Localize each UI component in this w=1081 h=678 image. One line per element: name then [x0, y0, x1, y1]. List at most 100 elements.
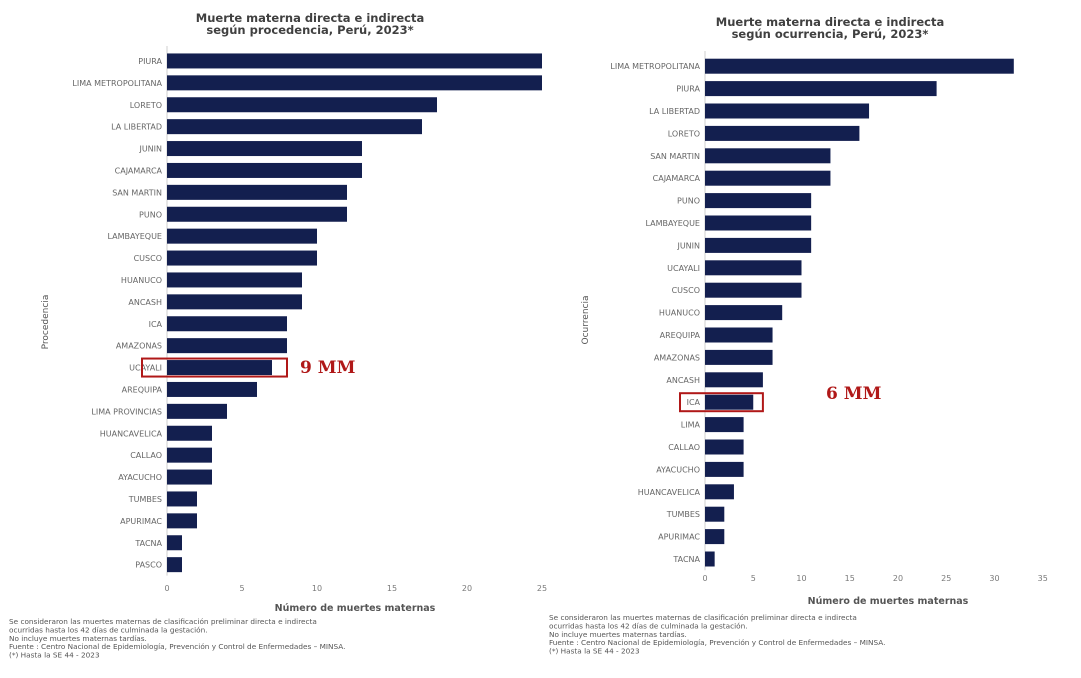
bar-ica: [167, 316, 287, 332]
category-label: ICA: [687, 398, 701, 407]
category-label: CAJAMARCA: [653, 174, 701, 183]
category-label: HUANCAVELICA: [638, 488, 701, 497]
bar-la-libertad: [167, 119, 422, 135]
category-label: PIURA: [676, 85, 700, 94]
x-tick-label: 5: [239, 584, 244, 593]
bar-huanuco: [705, 305, 783, 321]
footnote-line: Se consideraron las muertes maternas de …: [9, 617, 317, 626]
chart-1: Muerte materna directa e indirectasegún …: [9, 11, 547, 660]
bar-pasco: [167, 557, 182, 573]
bar-loreto: [167, 97, 437, 113]
bar-huancavelica: [167, 425, 212, 441]
category-label: CUSCO: [134, 254, 162, 263]
category-label: CALLAO: [668, 443, 700, 452]
footnote-line: Se consideraron las muertes maternas de …: [549, 613, 857, 622]
bar-ucayali: [167, 360, 272, 376]
bar-lambayeque: [705, 215, 812, 231]
bar-puno: [705, 193, 812, 209]
category-label: LAMBAYEQUE: [107, 232, 162, 241]
chart-title-line: según procedencia, Perú, 2023*: [206, 23, 413, 37]
category-label: LA LIBERTAD: [111, 123, 162, 132]
category-label: PIURA: [138, 57, 162, 66]
bar-arequipa: [705, 327, 773, 343]
y-axis-label: Ocurrencia: [581, 296, 591, 345]
chart-2: Muerte materna directa e indirectasegún …: [549, 15, 1048, 656]
bar-cajamarca: [167, 162, 362, 178]
category-label: PUNO: [139, 210, 162, 219]
footnote-line: (*) Hasta la SE 44 - 2023: [549, 647, 640, 656]
x-axis-label: Número de muertes maternas: [275, 603, 436, 614]
category-label: JUNIN: [138, 145, 162, 154]
chart-title-line: Muerte materna directa e indirecta: [196, 11, 424, 25]
x-tick-label: 30: [989, 574, 999, 583]
category-label: TACNA: [134, 539, 162, 548]
bar-tacna: [705, 551, 715, 567]
x-tick-label: 10: [312, 584, 322, 593]
category-label: CAJAMARCA: [115, 166, 163, 175]
category-label: LA LIBERTAD: [649, 107, 700, 116]
category-label: ANCASH: [666, 376, 700, 385]
category-label: JUNIN: [676, 241, 700, 250]
x-tick-label: 25: [941, 574, 951, 583]
footnote-line: Fuente : Centro Nacional de Epidemiologí…: [549, 638, 885, 647]
bar-san-martin: [705, 148, 831, 164]
bar-tacna: [167, 535, 182, 551]
bar-san-martin: [167, 184, 347, 200]
category-label: TUMBES: [666, 510, 700, 519]
footnote-line: (*) Hasta la SE 44 - 2023: [9, 651, 100, 660]
bar-ayacucho: [167, 469, 212, 485]
bar-amazonas: [167, 338, 287, 354]
bar-apurimac: [167, 513, 197, 529]
bar-ancash: [167, 294, 302, 310]
x-tick-label: 10: [796, 574, 806, 583]
x-tick-label: 15: [845, 574, 855, 583]
category-label: SAN MARTIN: [112, 188, 162, 197]
bar-cusco: [705, 282, 802, 298]
category-label: AMAZONAS: [654, 353, 700, 362]
category-label: TACNA: [672, 555, 700, 564]
category-label: LIMA METROPOLITANA: [72, 79, 162, 88]
x-tick-label: 35: [1038, 574, 1048, 583]
category-label: HUANUCO: [659, 309, 700, 318]
footnote-line: No incluye muertes maternas tardías.: [549, 630, 687, 639]
bar-puno: [167, 206, 347, 222]
x-tick-label: 20: [462, 584, 472, 593]
bar-tumbes: [167, 491, 197, 507]
category-label: AMAZONAS: [116, 342, 162, 351]
category-label: ANCASH: [128, 298, 162, 307]
bar-huancavelica: [705, 484, 734, 500]
category-label: LIMA PROVINCIAS: [91, 407, 162, 416]
bar-cajamarca: [705, 170, 831, 186]
category-label: AREQUIPA: [660, 331, 701, 340]
category-label: APURIMAC: [658, 533, 700, 542]
annotation-label: 9 MM: [300, 358, 356, 378]
category-label: HUANUCO: [121, 276, 162, 285]
x-tick-label: 25: [537, 584, 547, 593]
footnote-line: No incluye muertes maternas tardías.: [9, 634, 147, 643]
bar-tumbes: [705, 506, 725, 522]
category-label: CALLAO: [130, 451, 162, 460]
bar-piura: [167, 53, 542, 69]
bar-ucayali: [705, 260, 802, 276]
highlight-box: [141, 357, 288, 378]
bar-lima: [705, 417, 744, 433]
category-label: APURIMAC: [120, 517, 162, 526]
x-tick-label: 0: [164, 584, 169, 593]
category-label: PUNO: [677, 197, 700, 206]
category-label: UCAYALI: [667, 264, 700, 273]
footnote-line: ocurridas hasta los 42 días de culminada…: [9, 625, 208, 634]
bar-ica: [705, 394, 754, 410]
chart-title-line: Muerte materna directa e indirecta: [716, 15, 944, 29]
bar-lima-provincias: [167, 403, 227, 419]
x-tick-label: 5: [751, 574, 756, 583]
bar-lambayeque: [167, 228, 317, 244]
category-label: HUANCAVELICA: [100, 429, 163, 438]
bar-piura: [705, 81, 937, 97]
bar-ayacucho: [705, 461, 744, 477]
category-label: LORETO: [668, 129, 700, 138]
category-label: AYACUCHO: [656, 465, 700, 474]
category-label: LIMA: [681, 421, 701, 430]
annotation-label: 6 MM: [826, 384, 882, 404]
category-label: LIMA METROPOLITANA: [610, 62, 700, 71]
